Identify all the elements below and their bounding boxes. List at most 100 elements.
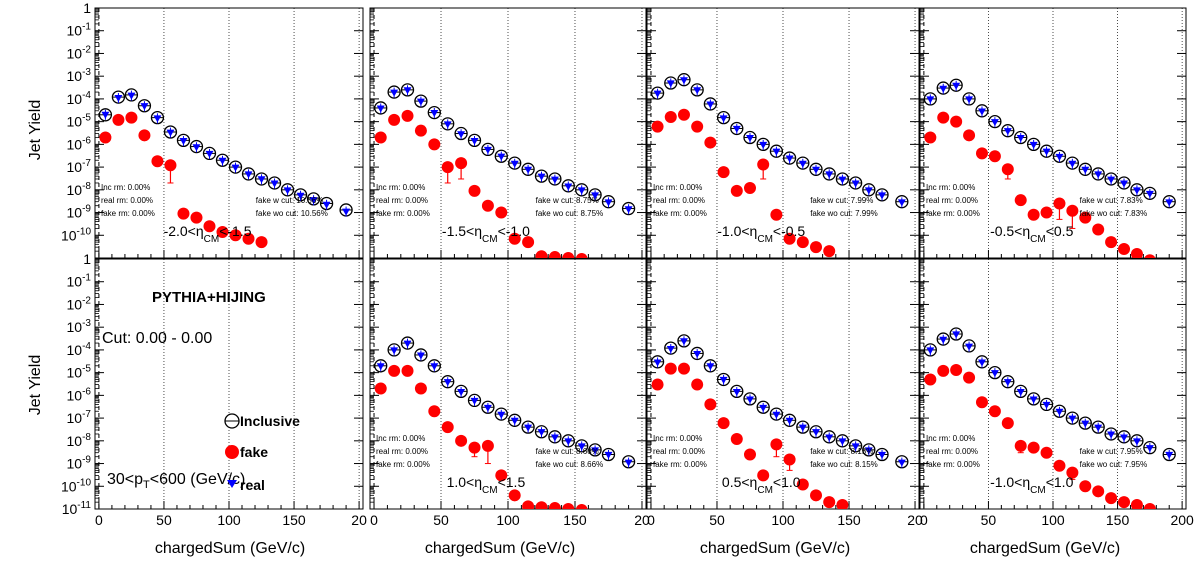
- stats-left-2: fake rm: 0.00%: [376, 209, 430, 218]
- fake-point: [468, 184, 481, 197]
- stats-right-1: fake wo cut: 10.56%: [256, 209, 328, 218]
- panel-eta-m1.0-1.0: [923, 327, 1176, 509]
- y-tick-label: 10-5: [67, 364, 92, 381]
- panel-border: [94, 7, 364, 259]
- x-tick-label: 0: [370, 512, 378, 528]
- x-tick-label: 20: [634, 512, 650, 528]
- x-tick-label: 50: [156, 512, 172, 528]
- y-tick-label: 10-4: [67, 90, 92, 107]
- fake-point: [401, 364, 414, 377]
- fake-point: [164, 159, 177, 172]
- fake-point: [388, 364, 401, 377]
- x-tick-label: 150: [563, 512, 587, 528]
- fake-point: [717, 166, 730, 179]
- stats-left-0: Inc rm: 0.00%: [376, 434, 425, 443]
- y-tick-label: 1: [83, 251, 91, 267]
- y-tick-label: 10-2: [67, 44, 92, 61]
- panel-eta-m0.5-0: [923, 78, 1176, 258]
- stats-right-0: fake w cut: 10.56%: [256, 196, 324, 205]
- y-tick-label: 10-3: [67, 67, 92, 84]
- x-tick-label: 20: [351, 512, 367, 528]
- y-tick-label: 10-7: [67, 409, 92, 426]
- y-tick-label: 10-8: [67, 181, 92, 198]
- fake-point: [242, 232, 255, 245]
- x-axis-title-col-3: chargedSum (GeV/c): [970, 540, 1120, 557]
- fake-point: [125, 111, 138, 124]
- stats-left-2: fake rm: 0.00%: [653, 209, 707, 218]
- y-axis-title-top: Jet Yield: [27, 100, 44, 160]
- fake-point: [216, 225, 229, 238]
- x-tick-label: 150: [282, 512, 306, 528]
- fake-point: [796, 236, 809, 249]
- x-tick-label: 200: [1170, 512, 1194, 528]
- stats-left-0: Inc rm: 0.00%: [653, 434, 702, 443]
- fake-point: [963, 371, 976, 384]
- eta-range-label: -2.0<ηCM<-1.5: [164, 223, 252, 245]
- fake-point: [691, 378, 704, 391]
- fake-point: [468, 441, 481, 454]
- fake-point: [428, 405, 441, 418]
- fake-point: [664, 110, 677, 123]
- fake-point: [704, 136, 717, 149]
- fake-point: [950, 364, 963, 377]
- fake-point: [1105, 236, 1118, 249]
- fake-point: [374, 382, 387, 395]
- fake-point: [1118, 242, 1131, 255]
- panel-eta-m1.0-m0.5: [650, 73, 909, 258]
- fake-point: [1066, 204, 1079, 217]
- eta-range-label: -1.5<ηCM<-1.0: [442, 223, 530, 245]
- y-tick-label: 10-1: [67, 273, 92, 290]
- x-tick-label: 150: [837, 512, 861, 528]
- fake-point: [1092, 223, 1105, 236]
- y-tick-label: 10-7: [67, 158, 92, 175]
- panel-frame-r0-c1: [369, 7, 647, 259]
- fake-point: [743, 182, 756, 195]
- fake-point: [414, 382, 427, 395]
- y-axis-title-bottom: Jet Yield: [27, 355, 44, 415]
- fake-point: [975, 147, 988, 160]
- fake-point: [455, 434, 468, 447]
- x-tick-label: 0: [920, 512, 928, 528]
- stats-right-1: fake wo cut: 7.83%: [1080, 209, 1148, 218]
- fake-point: [1053, 197, 1066, 210]
- fake-point: [203, 220, 216, 233]
- fake-point: [508, 489, 521, 502]
- fake-point: [575, 253, 588, 258]
- y-tick-label: 10-10: [61, 477, 91, 494]
- fake-point: [1027, 208, 1040, 221]
- stats-right-0: fake w cut: 7.83%: [1080, 196, 1143, 205]
- fake-point: [836, 498, 849, 509]
- x-tick-label: 100: [496, 512, 520, 528]
- x-axis-title-col-2: chargedSum (GeV/c): [700, 540, 850, 557]
- fake-point: [190, 211, 203, 224]
- stats-left-1: real rm: 0.00%: [376, 196, 428, 205]
- fake-point: [810, 489, 823, 502]
- fake-point: [495, 206, 508, 219]
- panel-frame-r0-c2: [646, 7, 920, 259]
- fake-point: [1001, 417, 1014, 430]
- y-tick-label: 1: [83, 0, 91, 16]
- stats-left-2: fake rm: 0.00%: [926, 209, 980, 218]
- panel-frame-r1-c0: 0 50 100 150 20 1 10-1 10-2 10-3 10-4 10-5 10-6 10-7…: [61, 251, 367, 528]
- fake-point: [1040, 206, 1053, 219]
- fake-point: [1014, 194, 1027, 207]
- y-tick-label: 10-3: [67, 318, 92, 335]
- fake-point: [975, 396, 988, 409]
- x-tick-label: 100: [771, 512, 795, 528]
- fake-point: [717, 417, 730, 430]
- panel-frame-r0-c0: 1 10-1 10-2 10-3 10-4 10-5 10-6 10-7 10-8 10-9 10-…: [61, 0, 364, 259]
- panel-border: [646, 7, 920, 259]
- fake-point: [151, 155, 164, 168]
- fake-point: [937, 111, 950, 124]
- fake-point: [1001, 163, 1014, 176]
- frames-layer: 110-110-210-310-410-510-610-710-810-910-…: [61, 0, 1194, 528]
- y-tick-label: 10-11: [62, 500, 92, 517]
- fake-point: [255, 236, 268, 249]
- legend-real-label: real: [240, 477, 265, 493]
- y-tick-label: 10-1: [67, 22, 92, 39]
- fake-point: [414, 124, 427, 137]
- stats-left-0: Inc rm: 0.00%: [376, 183, 425, 192]
- pt-range-label-sub: T: [143, 479, 150, 491]
- fake-point: [1066, 466, 1079, 479]
